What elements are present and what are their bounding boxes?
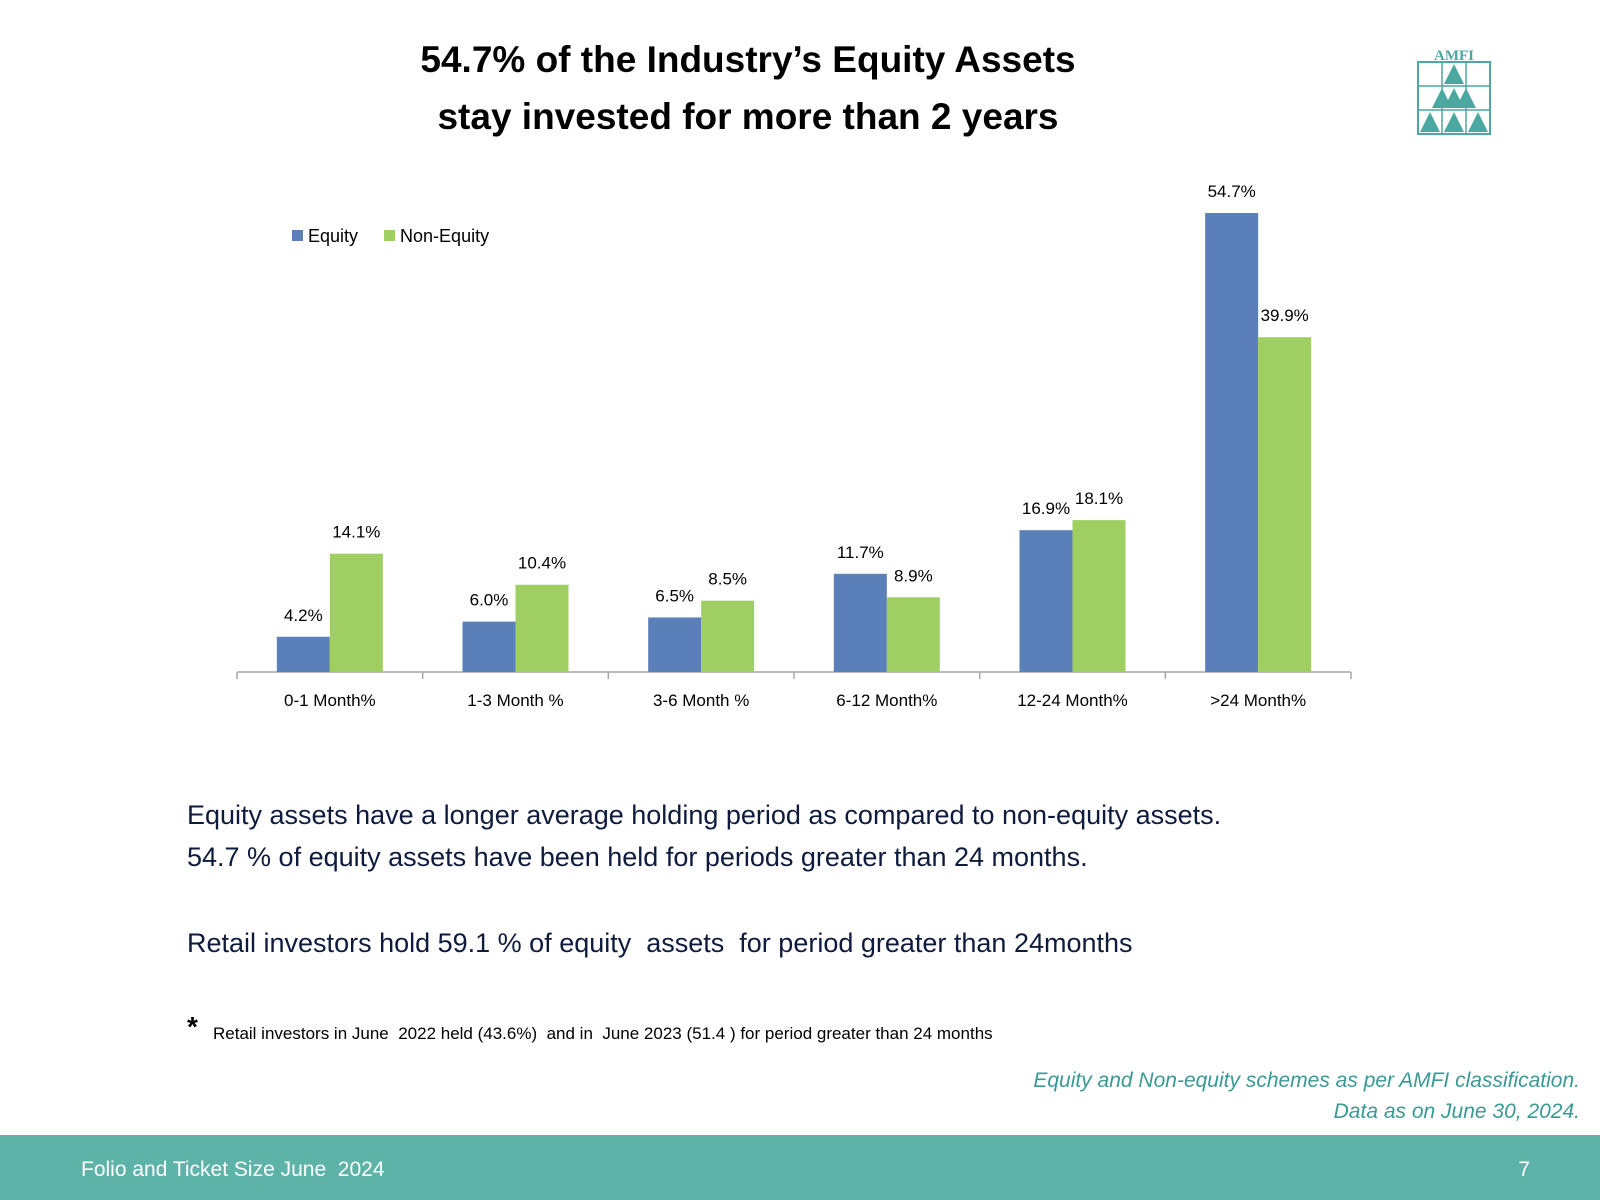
logo-grid	[1418, 62, 1490, 134]
logo: AMFI	[1417, 48, 1491, 135]
chart: 0-1 Month% 4.2% 14.1% 1-3 Month % 6.0% 10.4% 3…	[236, 182, 1352, 710]
source-note: Equity and Non-equity schemes as per AMF…	[1033, 1069, 1580, 1092]
body-text: Equity assets have a longer average hold…	[187, 800, 1221, 830]
bar	[833, 573, 887, 672]
data-label: 14.1%	[332, 523, 380, 542]
bar	[701, 600, 755, 672]
logo-text: AMFI	[1434, 48, 1474, 64]
data-label: 10.4%	[518, 554, 566, 573]
logo-triangles	[1420, 64, 1488, 132]
x-tick-label: 3-6 Month %	[653, 691, 749, 710]
bar	[462, 621, 516, 672]
data-label: 8.5%	[708, 570, 747, 589]
body-text: 54.7 % of equity assets have been held f…	[187, 842, 1088, 872]
legend-swatch	[384, 230, 396, 241]
bar	[886, 597, 940, 672]
bar	[276, 636, 330, 672]
footer-bar	[0, 1135, 1600, 1200]
data-label: 18.1%	[1075, 489, 1123, 508]
footnote-marker: *	[187, 1011, 198, 1042]
data-label: 39.9%	[1261, 306, 1309, 325]
page-number: 7	[1518, 1158, 1530, 1181]
x-tick-label: 6-12 Month%	[836, 691, 937, 710]
bar	[1205, 213, 1259, 672]
bar	[515, 584, 569, 672]
x-tick-label: >24 Month%	[1210, 691, 1306, 710]
bar	[648, 617, 702, 672]
logo-frame	[1417, 61, 1491, 135]
data-label: 8.9%	[894, 566, 933, 585]
bar	[329, 553, 383, 672]
data-label: 6.0%	[470, 591, 509, 610]
legend-label: Non-Equity	[400, 226, 489, 246]
body-text: Retail investors hold 59.1 % of equity a…	[187, 928, 1133, 958]
x-tick-label: 12-24 Month%	[1017, 691, 1128, 710]
legend-swatch	[292, 230, 303, 241]
footer-text: Folio and Ticket Size June 2024	[81, 1158, 385, 1181]
data-label: 4.2%	[284, 606, 323, 625]
legend-label: Equity	[308, 226, 358, 246]
slide-title: stay invested for more than 2 years	[437, 96, 1058, 137]
slide-title: 54.7% of the Industry’s Equity Assets	[420, 39, 1075, 80]
data-label: 54.7%	[1208, 182, 1256, 201]
x-tick-label: 1-3 Month %	[467, 691, 563, 710]
bar	[1019, 530, 1073, 672]
data-label: 11.7%	[837, 543, 884, 562]
data-label: 6.5%	[655, 586, 694, 605]
footnote: Retail investors in June 2022 held (43.6…	[213, 1024, 993, 1043]
bar	[1258, 337, 1312, 672]
x-tick-label: 0-1 Month%	[284, 691, 376, 710]
data-label: 16.9%	[1022, 499, 1070, 518]
bar	[1072, 520, 1126, 672]
source-note: Data as on June 30, 2024.	[1334, 1100, 1580, 1123]
